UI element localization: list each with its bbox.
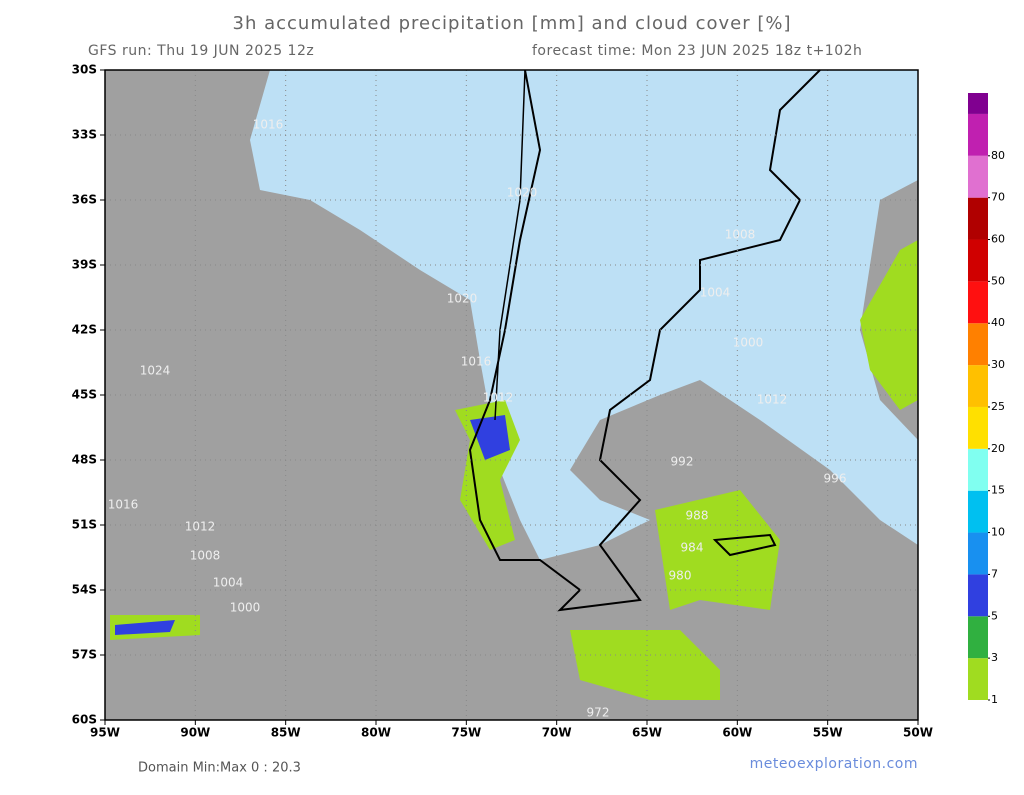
colorbar-label: 10: [991, 526, 1005, 539]
isobar-label: 972: [587, 706, 610, 720]
lon-label: 95W: [90, 726, 120, 740]
lon-label: 90W: [180, 726, 210, 740]
credit: meteoexploration.com: [750, 756, 918, 772]
isobar-label: 984: [681, 541, 704, 555]
colorbar-segment: [968, 281, 988, 324]
graticule: [105, 70, 918, 720]
lon-label: 70W: [542, 726, 572, 740]
isobar-label: 1000: [733, 336, 764, 350]
colorbar-segment: [968, 658, 988, 700]
title: 3h accumulated precipitation [mm] and cl…: [233, 13, 792, 34]
precip-area: [655, 490, 780, 610]
lon-label: 85W: [271, 726, 301, 740]
run-info: GFS run: Thu 19 JUN 2025 12z: [88, 43, 314, 59]
lon-label: 65W: [632, 726, 662, 740]
colorbar-segment: [968, 365, 988, 407]
precip-core: [115, 620, 175, 635]
colorbar-label: 3: [991, 651, 998, 664]
isobar-label: 1012: [757, 393, 788, 407]
colorbar-segment: [968, 93, 988, 114]
isobar-label: 1024: [140, 364, 171, 378]
isobar-label: 1020: [507, 186, 538, 200]
colorbar-segment: [968, 406, 988, 449]
cloud-cover: [250, 70, 918, 560]
isobar-label: 1016: [108, 498, 139, 512]
isobar-label: 988: [686, 509, 709, 523]
colorbar-label: 20: [991, 442, 1005, 455]
colorbar-segment: [968, 490, 988, 533]
colorbar-segment: [968, 113, 988, 156]
colorbar-label: 80: [991, 149, 1005, 162]
isobar-label: 1004: [700, 286, 731, 300]
colorbar-label: 60: [991, 233, 1005, 246]
isobar-label: 992: [671, 455, 694, 469]
colorbar-label: 25: [991, 400, 1005, 413]
isobar-label: 996: [824, 472, 847, 486]
lon-label: 55W: [813, 726, 843, 740]
lat-label: 57S: [72, 648, 97, 662]
forecast-info: forecast time: Mon 23 JUN 2025 18z t+102…: [532, 43, 862, 59]
lat-label: 36S: [72, 193, 97, 207]
lat-label: 48S: [72, 453, 97, 467]
lon-label: 60W: [722, 726, 752, 740]
lon-label: 75W: [451, 726, 481, 740]
precip-area: [570, 630, 720, 700]
isobar-label: 1016: [253, 118, 284, 132]
colorbar-label: 5: [991, 609, 998, 622]
lat-label: 45S: [72, 388, 97, 402]
isobar-label: 1012: [185, 520, 216, 534]
isobar-label: 1008: [190, 549, 221, 563]
colorbar-segment: [968, 239, 988, 282]
colorbar-segment: [968, 197, 988, 240]
coastline: [468, 69, 821, 612]
falklands: [712, 533, 777, 557]
colorbar-label: 40: [991, 316, 1005, 329]
colorbar-segment: [968, 574, 988, 617]
isobar-label: 980: [669, 569, 692, 583]
colorbar-label: 15: [991, 484, 1005, 497]
isobar-label: 1020: [447, 292, 478, 306]
colorbar-label: 7: [991, 567, 998, 580]
colorbar-segment: [968, 155, 988, 198]
map-area: [104, 69, 919, 721]
isobar-label: 1004: [213, 576, 244, 590]
lat-label: 54S: [72, 583, 97, 597]
colorbar-label: 50: [991, 274, 1005, 287]
isobar-label: 1000: [230, 601, 261, 615]
colorbar-segment: [968, 448, 988, 491]
lat-label: 30S: [72, 63, 97, 77]
colorbar-segment: [968, 532, 988, 575]
lat-label: 39S: [72, 258, 97, 272]
lat-label: 51S: [72, 518, 97, 532]
isobar-label: 1008: [725, 228, 756, 242]
isobar-label: 1016: [461, 355, 492, 369]
colorbar-label: 70: [991, 191, 1005, 204]
precip-area: [860, 240, 918, 410]
lat-label: 60S: [72, 713, 97, 727]
lon-label: 50W: [903, 726, 933, 740]
colorbar-label: 30: [991, 358, 1005, 371]
colorbar-segment: [968, 323, 988, 366]
domain-range: Domain Min:Max 0 : 20.3: [138, 761, 301, 776]
colorbar-label: 1: [991, 693, 998, 706]
colorbar-segment: [968, 616, 988, 659]
lon-label: 80W: [361, 726, 391, 740]
lat-label: 42S: [72, 323, 97, 337]
lat-label: 33S: [72, 128, 97, 142]
isobar-label: 1012: [483, 391, 514, 405]
